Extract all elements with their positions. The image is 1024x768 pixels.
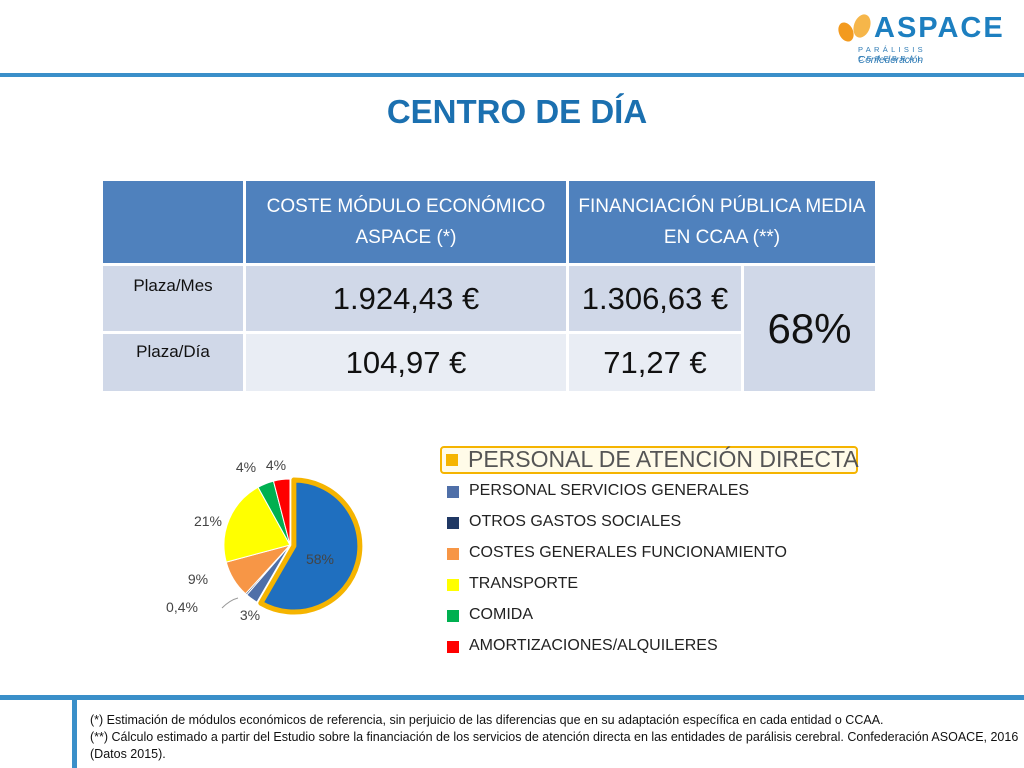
pie-slice (258, 477, 363, 615)
pie-data-label: 3% (240, 607, 260, 623)
pie-data-label: 9% (188, 571, 208, 587)
legend-swatch (447, 486, 459, 498)
cell-financiacion: 71,27 € (569, 334, 741, 391)
cell-coste: 1.924,43 € (246, 266, 566, 331)
table-row: Plaza/Mes 1.924,43 € 1.306,63 € 68% (103, 266, 875, 391)
logo-wordmark: ASPACE (874, 12, 1005, 44)
pie-data-label: 4% (236, 459, 256, 475)
legend-label: OTROS GASTOS SOCIALES (469, 513, 682, 530)
table-corner-cell (103, 181, 243, 263)
pie-slice (272, 478, 291, 546)
footnote: (*) Estimación de módulos económicos de … (90, 713, 884, 727)
legend-swatch (447, 610, 459, 622)
pie-data-label: 0,4% (166, 599, 198, 615)
table-row: Plaza/Día 104,97 € 71,27 € (103, 334, 875, 391)
row-label: Plaza/Día (103, 334, 243, 391)
label-leader-line (221, 597, 239, 609)
table-header-row: COSTE MÓDULO ECONÓMICO ASPACE (*) FINANC… (103, 181, 875, 263)
legend-swatch (446, 454, 458, 466)
legend-swatch (447, 517, 459, 529)
col-header-coste: COSTE MÓDULO ECONÓMICO ASPACE (*) (246, 181, 566, 263)
footnote-accent-bar (72, 700, 77, 768)
pie-data-label: 4% (266, 457, 286, 473)
legend-label: AMORTIZACIONES/ALQUILERES (469, 637, 718, 654)
legend-highlight-box (440, 446, 858, 474)
cell-coste: 104,97 € (246, 334, 566, 391)
footer-rule (0, 695, 1024, 700)
aspace-logo: ASPACE PARÁLISIS CEREBRAL Confederación (836, 10, 1003, 68)
pie-data-label: 21% (194, 513, 222, 529)
legend-label: COSTES GENERALES FUNCIONAMIENTO (469, 544, 787, 561)
row-label: Plaza/Mes (103, 266, 243, 331)
legend-swatch (447, 579, 459, 591)
legend-label: PERSONAL SERVICIOS GENERALES (469, 482, 750, 499)
footnotes: (*) Estimación de módulos económicos de … (90, 712, 1020, 763)
col-header-financiacion: FINANCIACIÓN PÚBLICA MEDIA EN CCAA (**) (569, 181, 875, 263)
legend-item-highlighted: PERSONAL DE ATENCIÓN DIRECTA (440, 444, 860, 476)
logo-tagline: Confederación (858, 55, 924, 66)
percentage-cell: 68% (744, 266, 875, 391)
cost-table: COSTE MÓDULO ECONÓMICO ASPACE (*) FINANC… (100, 178, 878, 394)
legend-label: COMIDA (469, 606, 533, 623)
page-title: CENTRO DE DÍA (386, 93, 648, 130)
cost-pie-chart: 58% 3% 0,4% 9% 21% 4% 4% (166, 457, 363, 623)
legend-swatch (447, 641, 459, 653)
legend-swatch (447, 548, 459, 560)
butterfly-icon (838, 14, 871, 42)
pie-data-label: 58% (306, 551, 334, 567)
footnote: (**) Cálculo estimado a partir del Estud… (90, 730, 1019, 761)
legend-label: TRANSPORTE (469, 575, 579, 592)
cell-financiacion: 1.306,63 € (569, 266, 741, 331)
legend-label: PERSONAL DE ATENCIÓN DIRECTA (468, 446, 859, 472)
pie-slice (223, 486, 291, 563)
logo-subtitle: PARÁLISIS CEREBRAL (858, 45, 926, 63)
header-rule (0, 73, 1024, 77)
